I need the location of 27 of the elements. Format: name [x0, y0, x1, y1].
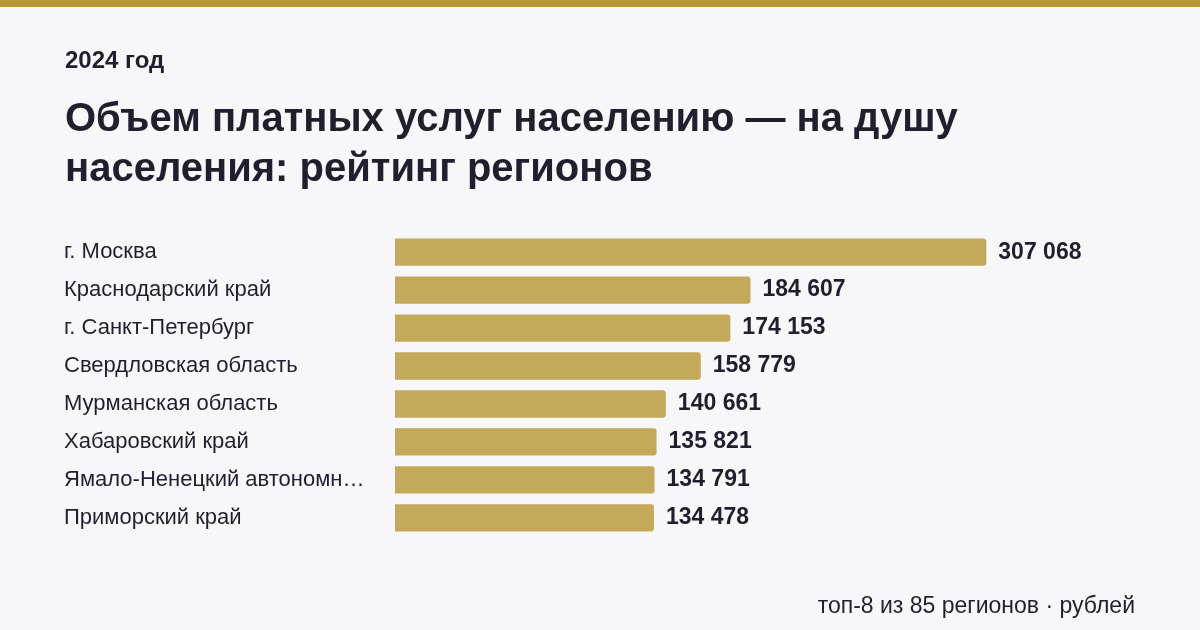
- bar: [395, 428, 657, 456]
- data-label: 134 791: [666, 465, 750, 492]
- bar: [395, 504, 654, 532]
- y-tick-label: Свердловская область: [64, 352, 298, 378]
- y-tick-label: г. Санкт-Петербург: [64, 314, 255, 340]
- y-tick-label: Мурманская область: [64, 390, 278, 416]
- bar: [395, 352, 701, 380]
- bar: [395, 314, 731, 342]
- bar: [395, 466, 655, 494]
- data-label: 134 478: [665, 503, 750, 530]
- bar: [395, 390, 666, 418]
- y-tick-label: г. Москва: [64, 238, 158, 264]
- data-label: 135 821: [668, 427, 752, 454]
- y-tick-label: Приморский край: [64, 503, 242, 529]
- y-tick-label: Краснодарский край: [64, 276, 272, 302]
- data-label: 140 661: [677, 389, 762, 416]
- bar: [395, 276, 751, 304]
- chart-title: Объем платных услуг населению — на душу населения: рейтинг регионов: [65, 94, 959, 191]
- text: 2024 год: [65, 46, 165, 74]
- y-tick-label: Хабаровский край: [64, 427, 249, 453]
- y-tick-label: Ямало-Ненецкий автономн…: [64, 465, 365, 491]
- text: топ-8 из 85 регионов · рублей: [817, 592, 1135, 619]
- data-label: 307 068: [998, 237, 1082, 264]
- data-label: 158 779: [712, 351, 796, 378]
- bar: [395, 238, 987, 266]
- data-label: 184 607: [762, 275, 846, 302]
- data-label: 174 153: [742, 313, 826, 340]
